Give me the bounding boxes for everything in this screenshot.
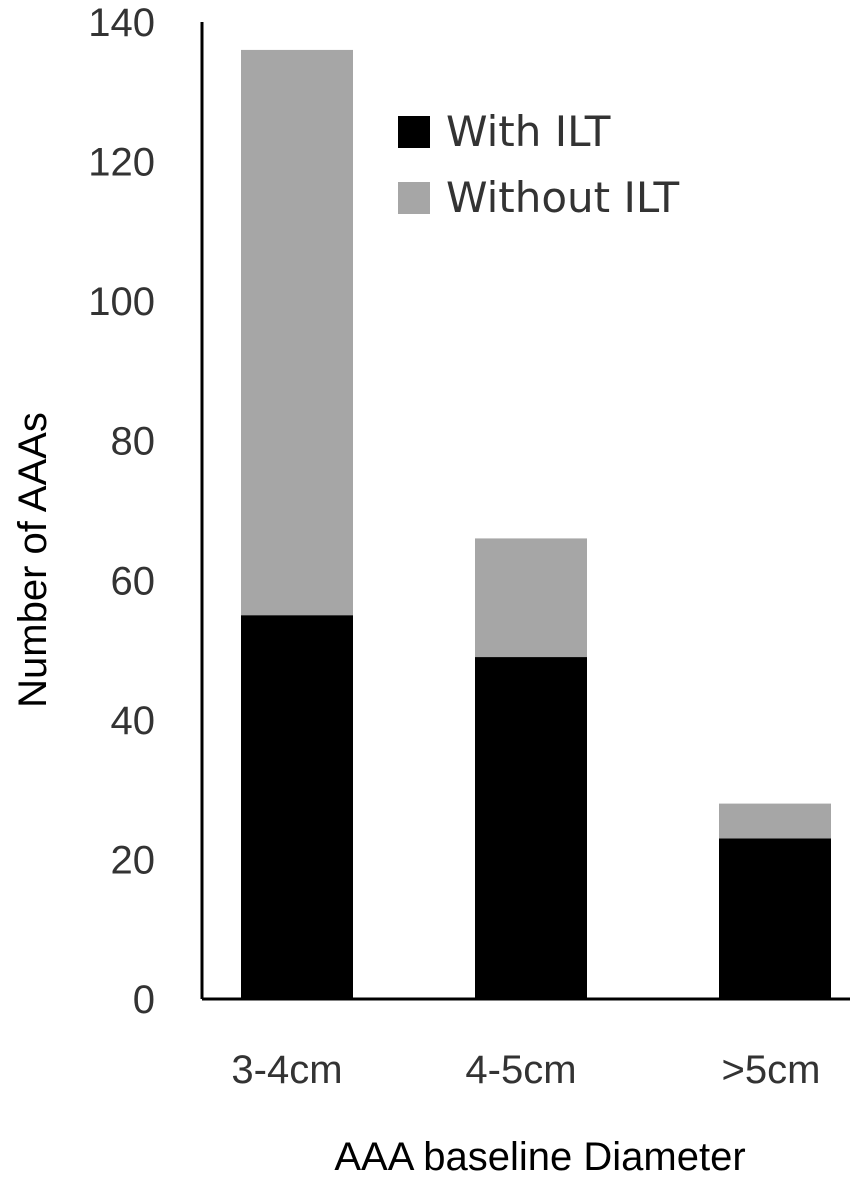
- bar-without-ilt-5cm: [719, 803, 831, 839]
- legend-swatch-with-ilt: [398, 116, 430, 148]
- x-tick-label-3-4cm: 3-4cm: [231, 1048, 342, 1092]
- bar-without-ilt-3-4cm: [241, 49, 353, 616]
- bar-with-ilt-3-4cm: [241, 615, 353, 999]
- y-tick-label-80: 80: [111, 420, 156, 464]
- legend-swatch-without-ilt: [398, 182, 430, 214]
- y-tick-label-100: 100: [88, 280, 155, 324]
- legend-label-with-ilt: With ILT: [446, 107, 611, 156]
- y-tick-label-20: 20: [111, 838, 156, 882]
- y-tick-label-40: 40: [111, 699, 156, 743]
- y-tick-label-60: 60: [111, 559, 156, 603]
- legend: With ILT Without ILT: [398, 107, 679, 222]
- x-tick-label-4-5cm: 4-5cm: [465, 1048, 576, 1092]
- x-tick-label-5cm: >5cm: [722, 1048, 821, 1092]
- bar-with-ilt-4-5cm: [475, 657, 587, 999]
- x-axis-title: AAA baseline Diameter: [334, 1135, 745, 1179]
- bar-without-ilt-4-5cm: [475, 538, 587, 658]
- y-tick-labels: 0 20 40 60 80 100 120 140: [88, 1, 155, 1022]
- legend-label-without-ilt: Without ILT: [446, 173, 679, 222]
- x-tick-labels: 3-4cm 4-5cm >5cm: [231, 1048, 820, 1092]
- y-tick-label-140: 140: [88, 1, 155, 45]
- bars-layer: [241, 49, 831, 999]
- y-tick-label-120: 120: [88, 141, 155, 185]
- bar-with-ilt-5cm: [719, 838, 831, 999]
- y-axis-title: Number of AAAs: [11, 412, 55, 708]
- y-tick-label-0: 0: [133, 978, 155, 1022]
